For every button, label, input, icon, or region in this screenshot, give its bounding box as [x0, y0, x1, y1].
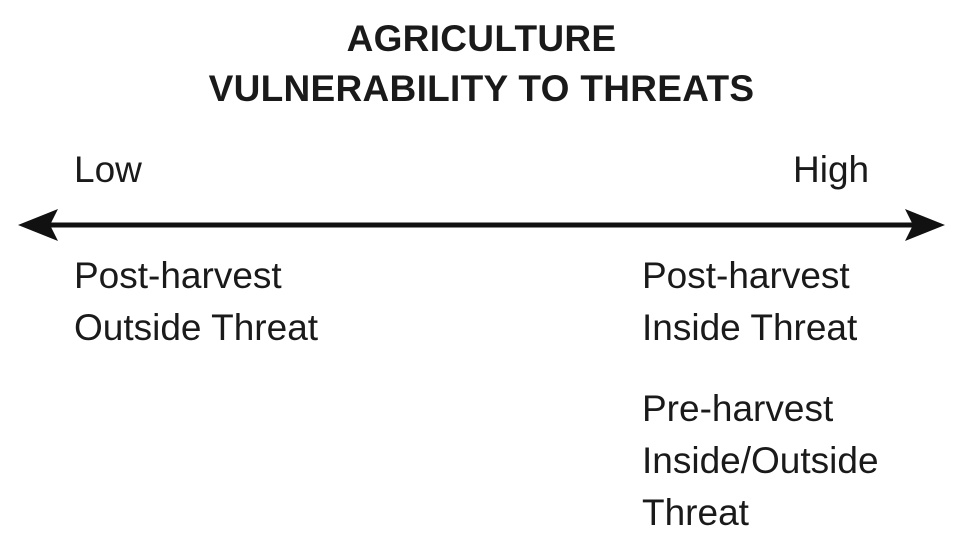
- double-headed-arrow: [18, 209, 945, 241]
- item-post-harvest-inside: Post-harvest Inside Threat: [642, 250, 857, 354]
- title-line-1: AGRICULTURE: [346, 18, 617, 59]
- item-line: Pre-harvest: [642, 388, 834, 429]
- item-line: Post-harvest: [642, 255, 850, 296]
- item-line: Post-harvest: [74, 255, 282, 296]
- item-line: Threat: [642, 492, 749, 533]
- item-pre-harvest-inside-outside: Pre-harvest Inside/Outside Threat: [642, 383, 879, 539]
- arrow-head-left-icon: [18, 209, 58, 241]
- item-line: Inside/Outside: [642, 440, 879, 481]
- item-line: Outside Threat: [74, 307, 319, 348]
- high-end-label: High: [793, 149, 870, 190]
- title-line-2: VULNERABILITY TO THREATS: [208, 68, 755, 109]
- item-line: Inside Threat: [642, 307, 858, 348]
- item-post-harvest-outside: Post-harvest Outside Threat: [74, 250, 318, 354]
- low-end-label: Low: [74, 149, 142, 190]
- diagram-title: AGRICULTURE VULNERABILITY TO THREATS: [0, 14, 963, 114]
- arrow-head-right-icon: [905, 209, 945, 241]
